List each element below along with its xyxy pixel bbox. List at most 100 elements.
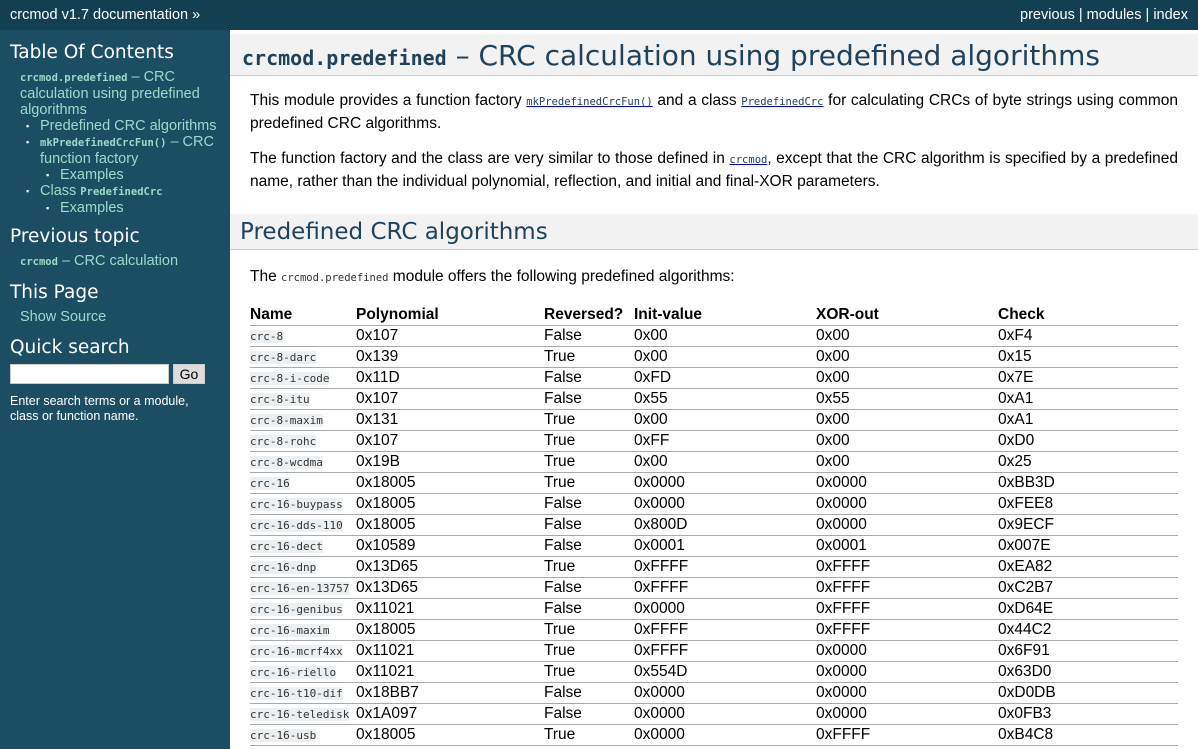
table-cell: 0x0000 — [816, 493, 998, 515]
table-cell: 0x0000 — [634, 682, 816, 704]
table-cell: 0xA1 — [998, 388, 1178, 410]
table-cell: 0xFFFF — [816, 556, 998, 578]
algorithm-name-cell: crc-16-dds-110 — [250, 514, 356, 536]
algorithm-name: crc-8-i-code — [250, 372, 330, 385]
table-row: crc-8-wcdma 0x19B True 0x00 0x00 0x25 — [250, 451, 1178, 473]
toc-item-examples-2[interactable]: Examples — [60, 200, 124, 216]
algorithm-name: crc-16-t10-dif — [250, 687, 343, 700]
page-title: crcmod.predefined – CRC calculation usin… — [230, 34, 1198, 76]
table-cell: False — [544, 535, 634, 557]
algorithm-name-cell: crc-16-genibus — [250, 598, 356, 620]
column-header: Polynomial — [356, 305, 544, 326]
go-button[interactable]: Go — [173, 364, 205, 384]
table-row: crc-16-en-13757 0x13D65 False 0xFFFF 0xFFFF 0… — [250, 577, 1178, 599]
table-cell: False — [544, 388, 634, 410]
table-row: crc-8-rohc 0x107 True 0xFF 0x00 0xD0 — [250, 430, 1178, 452]
table-cell: 0x63D0 — [998, 661, 1178, 683]
toc-item-mkfun[interactable]: mkPredefinedCrcFun() – CRC function fact… — [40, 134, 214, 167]
table-cell: 0x10589 — [356, 535, 544, 557]
toc-item-predefined[interactable]: Predefined CRC algorithms — [40, 118, 217, 134]
top-nav-links: previous | modules | index — [1020, 0, 1188, 30]
table-row: crc-8-itu 0x107 False 0x55 0x55 0xA1 — [250, 388, 1178, 410]
table-cell: True — [544, 619, 634, 641]
algorithm-name-cell: crc-16 — [250, 472, 356, 494]
table-cell: 0x107 — [356, 388, 544, 410]
table-cell: 0xFFFF — [634, 640, 816, 662]
algorithm-name-cell: crc-8 — [250, 325, 356, 347]
table-cell: 0xFFFF — [634, 556, 816, 578]
index-link[interactable]: index — [1153, 7, 1188, 23]
table-cell: 0x18005 — [356, 514, 544, 536]
toc-item-examples-1[interactable]: Examples — [60, 167, 124, 183]
previous-link[interactable]: previous — [1020, 7, 1075, 23]
predefinedcrc-link[interactable]: PredefinedCrc — [741, 96, 824, 108]
algorithm-name: crc-8-wcdma — [250, 456, 323, 469]
table-cell: False — [544, 703, 634, 725]
table-row: crc-8-i-code 0x11D False 0xFD 0x00 0x7E — [250, 367, 1178, 389]
table-cell: 0xFFFF — [816, 724, 998, 746]
search-input[interactable] — [10, 364, 169, 384]
intro-paragraph: This module provides a function factory … — [250, 92, 1178, 132]
table-cell: 0x0000 — [816, 514, 998, 536]
table-row: crc-16-dds-110 0x18005 False 0x800D 0x0000 0x… — [250, 514, 1178, 536]
table-cell: False — [544, 577, 634, 599]
modules-link[interactable]: modules — [1086, 7, 1142, 23]
algorithm-name-cell: crc-16-riello — [250, 661, 356, 683]
algorithm-name: crc-8-darc — [250, 351, 317, 364]
table-cell: 0x11021 — [356, 640, 544, 662]
table-cell: False — [544, 514, 634, 536]
mkfun-link[interactable]: mkPredefinedCrcFun() — [526, 96, 653, 108]
table-cell: 0x6F91 — [998, 640, 1178, 662]
algorithm-name-cell: crc-8-itu — [250, 388, 356, 410]
algorithm-name-cell: crc-8-maxim — [250, 409, 356, 431]
table-cell: True — [544, 409, 634, 431]
table-cell: 0x0000 — [816, 703, 998, 725]
crcmod-link[interactable]: crcmod — [729, 154, 768, 166]
prev-code: crcmod — [20, 256, 58, 268]
table-cell: 0x00 — [634, 451, 816, 473]
algorithm-name: crc-16 — [250, 477, 290, 490]
algorithms-table: Name Polynomial Reversed? Init-value XOR-out… — [250, 305, 1178, 746]
algorithm-name: crc-16-mcrf4xx — [250, 645, 343, 658]
algorithm-name-cell: crc-8-wcdma — [250, 451, 356, 473]
table-cell: 0xFEE8 — [998, 493, 1178, 515]
table-cell: 0xB4C8 — [998, 724, 1178, 746]
algorithm-name-cell: crc-8-i-code — [250, 367, 356, 389]
table-cell: 0xC2B7 — [998, 577, 1178, 599]
table-cell: True — [544, 451, 634, 473]
table-cell: 0xFD — [634, 367, 816, 389]
table-cell: False — [544, 325, 634, 347]
table-cell: 0x0000 — [634, 472, 816, 494]
table-cell: 0x18005 — [356, 493, 544, 515]
algorithm-name-cell: crc-16-dect — [250, 535, 356, 557]
table-cell: 0x0000 — [816, 472, 998, 494]
algorithm-name: crc-8-maxim — [250, 414, 323, 427]
algorithm-name: crc-16-maxim — [250, 624, 330, 637]
toc-item-module[interactable]: crcmod.predefined – CRC calculation usin… — [20, 69, 200, 118]
previous-topic-link[interactable]: crcmod – CRC calculation — [20, 253, 178, 269]
algorithm-name: crc-16-buypass — [250, 498, 343, 511]
table-cell: 0x0000 — [816, 682, 998, 704]
section-heading: Predefined CRC algorithms — [230, 214, 1198, 250]
table-cell: 0x11D — [356, 367, 544, 389]
column-header: Check — [998, 305, 1178, 326]
table-cell: 0xD0 — [998, 430, 1178, 452]
table-cell: False — [544, 682, 634, 704]
table-cell: True — [544, 661, 634, 683]
algorithm-name: crc-16-teledisk — [250, 708, 350, 721]
docs-home-link[interactable]: crcmod v1.7 documentation » — [10, 7, 201, 23]
toc-module-code: crcmod.predefined — [20, 72, 128, 84]
table-cell: 0x55 — [634, 388, 816, 410]
table-cell: 0x19B — [356, 451, 544, 473]
table-row: crc-16-dnp 0x13D65 True 0xFFFF 0xFFFF 0xEA82 — [250, 556, 1178, 578]
table-cell: 0x131 — [356, 409, 544, 431]
toc-item-class[interactable]: Class PredefinedCrc — [40, 183, 162, 199]
table-cell: True — [544, 724, 634, 746]
table-cell: 0xD64E — [998, 598, 1178, 620]
table-row: crc-16 0x18005 True 0x0000 0x0000 0xBB3D — [250, 472, 1178, 494]
column-header: Reversed? — [544, 305, 634, 326]
sidebar: Table Of Contents crcmod.predefined – CR… — [0, 30, 230, 434]
table-cell: 0x800D — [634, 514, 816, 536]
show-source-link[interactable]: Show Source — [20, 309, 107, 325]
table-cell: True — [544, 640, 634, 662]
